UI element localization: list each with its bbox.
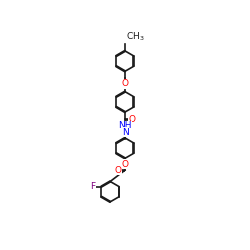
Text: NH: NH (118, 121, 132, 130)
Text: O: O (122, 160, 128, 169)
Text: CH$_3$: CH$_3$ (126, 31, 144, 43)
Text: O: O (122, 80, 128, 88)
Text: O: O (128, 114, 136, 124)
Text: F: F (90, 182, 95, 191)
Text: O: O (114, 166, 121, 175)
Text: N: N (122, 128, 128, 136)
